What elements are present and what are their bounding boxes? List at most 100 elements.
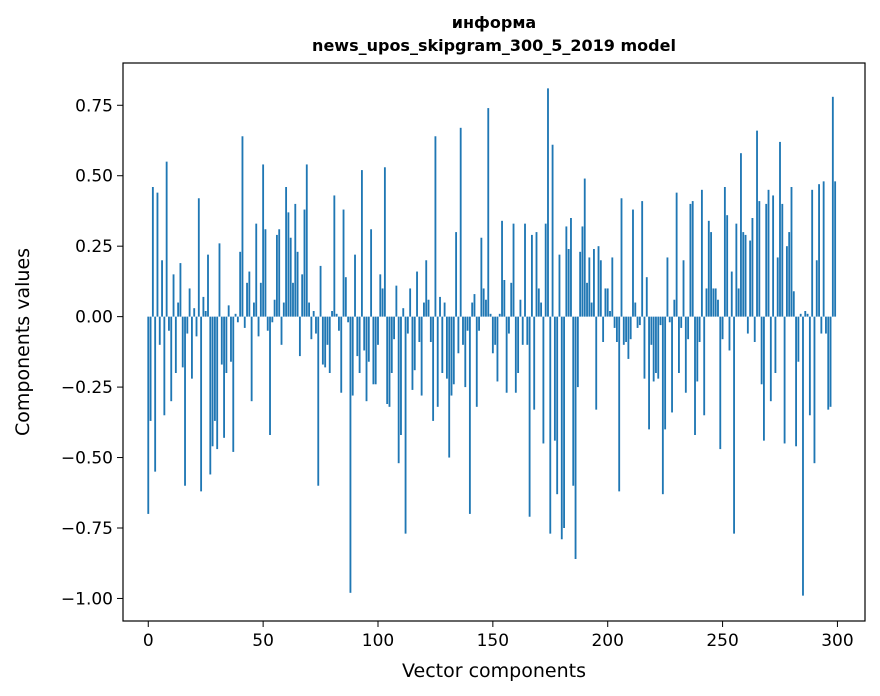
bar	[498, 313, 501, 317]
bar	[351, 316, 354, 396]
bar	[285, 187, 288, 317]
bar	[811, 189, 814, 317]
bar	[776, 257, 779, 317]
y-tick-label: 0.75	[75, 96, 113, 116]
bar	[315, 316, 317, 334]
bar	[505, 316, 508, 393]
bar	[151, 187, 154, 317]
bar	[512, 223, 515, 317]
bar	[769, 316, 772, 402]
bar	[213, 316, 216, 421]
y-tick-label: −0.75	[61, 519, 113, 539]
bar	[271, 316, 274, 323]
bar	[749, 240, 752, 317]
bar	[671, 316, 673, 413]
bar	[609, 311, 611, 317]
bar	[218, 243, 221, 317]
bar	[767, 189, 770, 317]
bar	[223, 316, 225, 438]
bar	[367, 316, 370, 362]
bar	[694, 316, 696, 435]
bar	[331, 311, 333, 317]
bar	[388, 316, 391, 407]
bar	[349, 316, 352, 593]
bar	[553, 316, 556, 441]
bar	[257, 316, 260, 337]
bar	[684, 316, 687, 393]
y-tick-label: 0.25	[75, 237, 113, 257]
bar	[374, 316, 377, 385]
bar	[792, 291, 795, 317]
bar	[377, 316, 379, 345]
bar	[526, 316, 529, 345]
bar	[200, 316, 203, 492]
bar	[234, 313, 237, 317]
bar	[802, 316, 804, 596]
bar	[358, 316, 361, 373]
bar	[783, 316, 786, 444]
bar	[480, 237, 483, 317]
bar	[556, 316, 559, 495]
bar	[625, 316, 628, 342]
bar	[386, 316, 389, 404]
bar	[551, 144, 554, 317]
bar	[581, 226, 584, 317]
bar	[475, 316, 478, 407]
bar	[632, 209, 634, 317]
bar	[156, 192, 159, 317]
bar	[822, 181, 825, 317]
bar	[188, 288, 191, 317]
bar	[236, 316, 239, 323]
bar	[721, 316, 724, 340]
x-tick-label: 200	[591, 631, 623, 651]
bar	[712, 288, 715, 317]
bar	[501, 220, 503, 317]
bar	[544, 223, 547, 317]
bar	[436, 316, 439, 407]
bar	[650, 316, 653, 345]
bar	[827, 316, 830, 410]
bar	[643, 316, 646, 379]
bar	[312, 311, 315, 317]
bar	[666, 257, 669, 317]
bar	[735, 223, 738, 317]
y-tick-label: −0.50	[61, 449, 113, 469]
bar	[255, 223, 258, 317]
bar	[542, 316, 545, 444]
bar	[411, 316, 414, 390]
bar	[751, 218, 754, 317]
bar	[317, 316, 320, 486]
bar	[503, 280, 506, 317]
bar	[818, 184, 820, 317]
bar	[574, 316, 577, 559]
bar	[604, 288, 607, 317]
bar	[420, 316, 423, 396]
bar	[439, 296, 441, 317]
bar	[723, 187, 726, 317]
bar	[266, 316, 269, 331]
bar	[340, 316, 343, 393]
bar	[445, 316, 448, 379]
bar	[425, 260, 428, 317]
bar	[409, 288, 412, 317]
bar	[707, 220, 710, 317]
bar	[813, 316, 816, 464]
bar	[321, 316, 324, 365]
bar	[772, 195, 775, 317]
bar	[174, 316, 177, 373]
bar	[342, 209, 345, 317]
bar	[808, 316, 811, 416]
bar	[593, 249, 595, 317]
bar	[344, 277, 347, 317]
bar	[530, 234, 533, 317]
bar	[243, 316, 246, 328]
bar	[645, 277, 648, 317]
bar	[664, 316, 667, 430]
bar	[248, 271, 251, 317]
bar	[275, 234, 278, 317]
bar	[273, 299, 276, 317]
bar	[652, 316, 655, 382]
bar	[710, 232, 713, 317]
bar	[790, 187, 793, 317]
bar	[147, 316, 150, 514]
